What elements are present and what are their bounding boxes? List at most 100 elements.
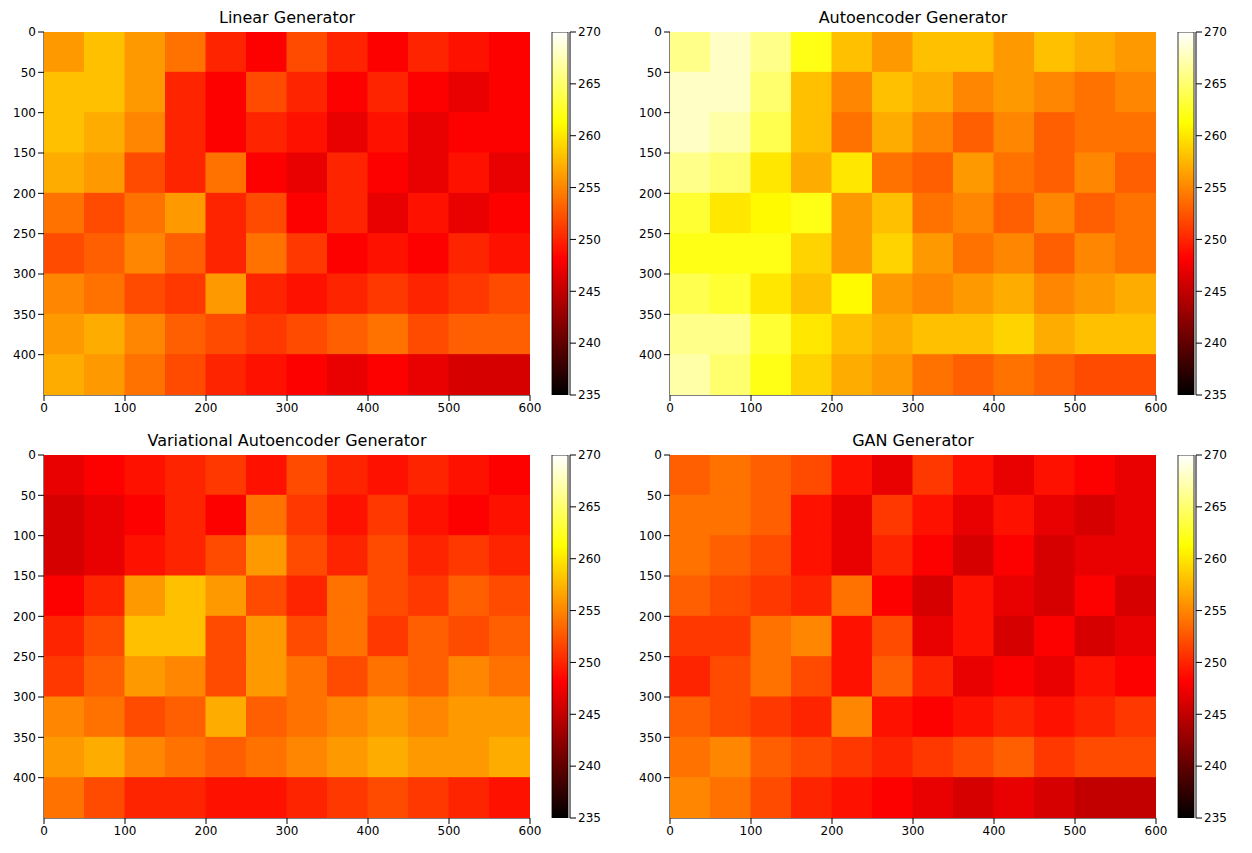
svg-text:200: 200 [821,401,844,415]
svg-text:250: 250 [13,650,36,664]
svg-text:245: 245 [578,708,601,722]
svg-text:400: 400 [357,401,380,415]
svg-text:0: 0 [666,824,674,838]
svg-text:200: 200 [13,610,36,624]
svg-text:200: 200 [639,187,662,201]
svg-text:100: 100 [114,824,137,838]
svg-text:245: 245 [1204,285,1227,299]
html-text:Autoencoder Generator: Autoencoder Generator [818,8,1008,27]
svg-text:400: 400 [13,771,36,785]
svg-text:400: 400 [357,824,380,838]
svg-text:260: 260 [1204,129,1227,143]
svg-text:250: 250 [1204,656,1227,670]
svg-text:0: 0 [40,401,48,415]
svg-text:235: 235 [578,811,601,825]
svg-text:240: 240 [578,336,601,350]
svg-text:500: 500 [1064,401,1087,415]
svg-text:235: 235 [1204,388,1227,402]
svg-text:100: 100 [740,401,763,415]
svg-text:235: 235 [1204,811,1227,825]
svg-text:500: 500 [438,401,461,415]
svg-text:0: 0 [40,824,48,838]
svg-text:100: 100 [740,824,763,838]
svg-text:0: 0 [666,401,674,415]
html-text:GAN Generator: GAN Generator [852,431,974,450]
svg-text:350: 350 [13,308,36,322]
svg-text:100: 100 [639,529,662,543]
svg-text:0: 0 [654,448,662,462]
svg-text:350: 350 [13,731,36,745]
svg-text:265: 265 [1204,500,1227,514]
svg-text:260: 260 [1204,552,1227,566]
svg-text:300: 300 [13,267,36,281]
svg-text:0: 0 [28,448,36,462]
svg-text:400: 400 [13,348,36,362]
html-text:Linear Generator: Linear Generator [219,8,355,27]
svg-text:50: 50 [21,66,36,80]
svg-text:240: 240 [1204,336,1227,350]
svg-text:270: 270 [1204,448,1227,462]
svg-text:50: 50 [647,489,662,503]
svg-text:400: 400 [639,348,662,362]
svg-text:250: 250 [639,650,662,664]
svg-text:250: 250 [13,227,36,241]
svg-text:260: 260 [578,552,601,566]
svg-text:200: 200 [821,824,844,838]
svg-text:200: 200 [639,610,662,624]
svg-text:500: 500 [1064,824,1087,838]
svg-text:150: 150 [639,146,662,160]
svg-text:600: 600 [519,824,542,838]
svg-text:50: 50 [21,489,36,503]
svg-text:270: 270 [578,448,601,462]
svg-text:200: 200 [195,401,218,415]
svg-text:350: 350 [639,731,662,745]
svg-text:100: 100 [639,106,662,120]
svg-text:300: 300 [639,690,662,704]
svg-text:265: 265 [578,500,601,514]
svg-text:400: 400 [983,824,1006,838]
svg-text:240: 240 [1204,759,1227,773]
svg-text:250: 250 [578,656,601,670]
svg-text:250: 250 [639,227,662,241]
svg-text:200: 200 [195,824,218,838]
svg-text:245: 245 [1204,708,1227,722]
svg-text:270: 270 [578,25,601,39]
svg-text:265: 265 [1204,77,1227,91]
svg-text:260: 260 [578,129,601,143]
svg-text:400: 400 [983,401,1006,415]
html-text:Variational Autoencoder Genera: Variational Autoencoder Generator [147,431,427,450]
svg-text:150: 150 [639,569,662,583]
svg-text:350: 350 [639,308,662,322]
svg-text:600: 600 [1145,401,1168,415]
svg-text:265: 265 [578,77,601,91]
svg-text:250: 250 [578,233,601,247]
svg-text:245: 245 [578,285,601,299]
svg-text:255: 255 [1204,181,1227,195]
svg-text:600: 600 [1145,824,1168,838]
svg-text:250: 250 [1204,233,1227,247]
svg-text:0: 0 [654,25,662,39]
svg-text:300: 300 [902,401,925,415]
svg-text:100: 100 [13,106,36,120]
svg-text:0: 0 [28,25,36,39]
svg-text:500: 500 [438,824,461,838]
svg-text:150: 150 [13,569,36,583]
svg-text:600: 600 [519,401,542,415]
svg-text:300: 300 [639,267,662,281]
svg-text:400: 400 [639,771,662,785]
svg-text:300: 300 [902,824,925,838]
svg-text:50: 50 [647,66,662,80]
svg-text:100: 100 [114,401,137,415]
svg-text:300: 300 [276,401,299,415]
svg-text:255: 255 [578,181,601,195]
svg-text:270: 270 [1204,25,1227,39]
svg-text:255: 255 [578,604,601,618]
svg-text:240: 240 [578,759,601,773]
svg-text:200: 200 [13,187,36,201]
svg-text:235: 235 [578,388,601,402]
svg-text:150: 150 [13,146,36,160]
svg-text:255: 255 [1204,604,1227,618]
svg-text:100: 100 [13,529,36,543]
svg-text:300: 300 [276,824,299,838]
svg-text:300: 300 [13,690,36,704]
